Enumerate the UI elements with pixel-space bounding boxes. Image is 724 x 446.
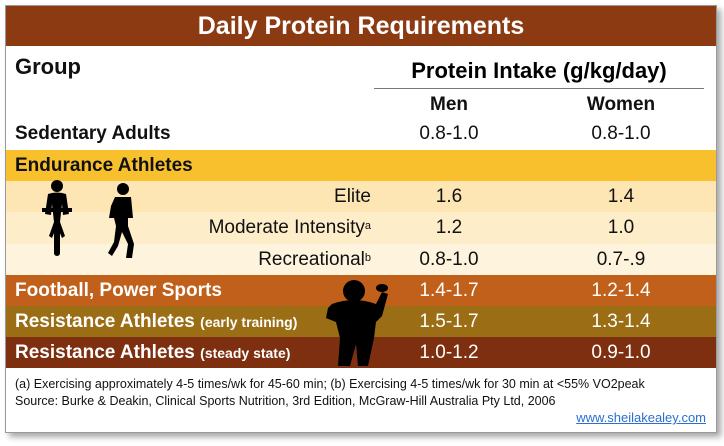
men-value: 0.8-1.0: [419, 248, 479, 270]
row-label: Elite: [334, 185, 371, 207]
protein-table-card: Daily Protein Requirements Group Protein…: [5, 5, 717, 433]
table-row-sedentary: Sedentary Adults 0.8-1.0 0.8-1.0: [6, 118, 716, 150]
women-value: 0.9-1.0: [591, 341, 651, 363]
women-value: 1.2-1.4: [591, 279, 651, 301]
row-label: Football, Power Sports: [15, 279, 222, 301]
men-value: 1.5-1.7: [419, 310, 479, 332]
cyclist-silhouette-icon: [42, 180, 72, 256]
intake-header: Protein Intake (g/kg/day): [411, 58, 667, 83]
women-value: 1.3-1.4: [591, 310, 651, 332]
row-label: Resistance Athletes (steady state): [15, 341, 291, 363]
women-value: 1.4: [607, 185, 635, 207]
source-line: Source: Burke & Deakin, Clinical Sports …: [15, 394, 556, 408]
women-header: Women: [586, 94, 656, 115]
group-header: Group: [15, 54, 81, 79]
men-value: 1.0-1.2: [419, 341, 479, 363]
header-divider: [374, 88, 704, 89]
subheader-row: Men Women: [6, 90, 716, 120]
row-label: Sedentary Adults: [15, 123, 171, 144]
website-link[interactable]: www.sheilakealey.com: [576, 410, 706, 425]
table-row-endurance: Endurance Athletes: [6, 150, 716, 181]
footnote-marker: b: [364, 251, 371, 264]
footnote-line: (a) Exercising approximately 4-5 times/w…: [15, 377, 645, 391]
men-value: 1.4-1.7: [419, 279, 479, 301]
footnote-marker: a: [364, 220, 371, 232]
football-player-silhouette-icon: [326, 280, 388, 366]
runner-silhouette-icon: [108, 183, 134, 258]
men-value: 1.2: [435, 217, 463, 238]
footnotes: (a) Exercising approximately 4-5 times/w…: [15, 376, 715, 410]
row-label: Resistance Athletes (early training): [15, 310, 298, 332]
table-row-recreational: Recreational b 0.8-1.0 0.7-.9: [6, 244, 716, 275]
women-value: 1.0: [607, 217, 635, 238]
row-note: (steady state): [200, 344, 291, 361]
row-label: Recreational b: [258, 248, 371, 270]
men-value: 1.6: [435, 185, 463, 207]
women-value: 0.8-1.0: [591, 123, 651, 144]
men-header: Men: [430, 94, 468, 115]
header-row: Group Protein Intake (g/kg/day): [6, 46, 716, 98]
men-value: 0.8-1.0: [419, 123, 479, 144]
table-title: Daily Protein Requirements: [6, 6, 716, 46]
row-note: (early training): [200, 313, 298, 330]
women-value: 0.7-.9: [596, 248, 646, 270]
row-label: Moderate Intensity a: [208, 217, 371, 238]
row-label: Endurance Athletes: [15, 154, 193, 176]
